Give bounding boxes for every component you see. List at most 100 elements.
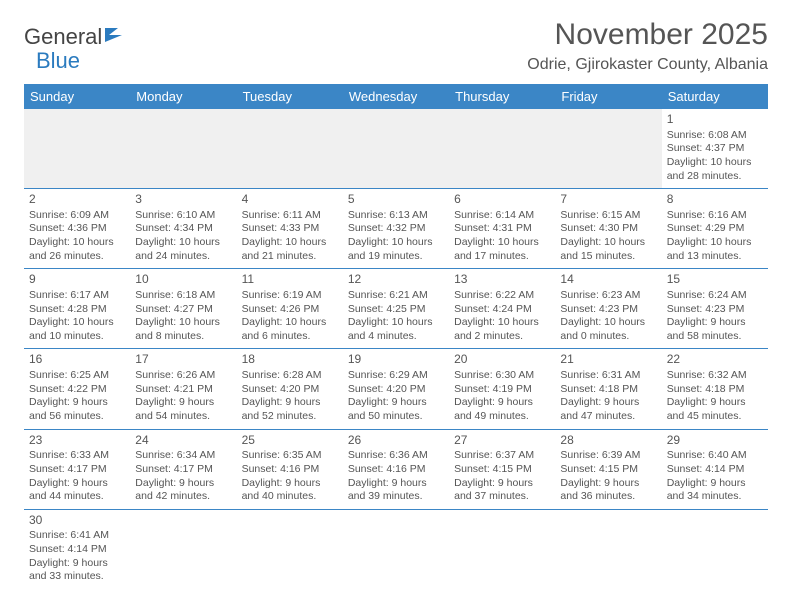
day-number: 14 [560, 272, 656, 288]
day-cell: 6Sunrise: 6:14 AMSunset: 4:31 PMDaylight… [449, 189, 555, 269]
daylight-text: Daylight: 9 hours and 39 minutes. [348, 477, 444, 504]
empty-cell [555, 509, 661, 589]
title-block: November 2025 Odrie, Gjirokaster County,… [527, 18, 768, 74]
day-number: 19 [348, 352, 444, 368]
sunset-text: Sunset: 4:15 PM [560, 463, 656, 477]
daylight-text: Daylight: 9 hours and 36 minutes. [560, 477, 656, 504]
sunrise-text: Sunrise: 6:14 AM [454, 209, 550, 223]
sunrise-text: Sunrise: 6:33 AM [29, 449, 125, 463]
day-cell: 29Sunrise: 6:40 AMSunset: 4:14 PMDayligh… [662, 429, 768, 509]
sunset-text: Sunset: 4:14 PM [667, 463, 763, 477]
day-number: 10 [135, 272, 231, 288]
sunrise-text: Sunrise: 6:31 AM [560, 369, 656, 383]
weekday-head: Monday [130, 84, 236, 109]
day-cell: 3Sunrise: 6:10 AMSunset: 4:34 PMDaylight… [130, 189, 236, 269]
daylight-text: Daylight: 9 hours and 34 minutes. [667, 477, 763, 504]
daylight-text: Daylight: 10 hours and 0 minutes. [560, 316, 656, 343]
empty-cell [24, 109, 130, 189]
daylight-text: Daylight: 10 hours and 2 minutes. [454, 316, 550, 343]
daylight-text: Daylight: 9 hours and 33 minutes. [29, 557, 125, 584]
day-cell: 16Sunrise: 6:25 AMSunset: 4:22 PMDayligh… [24, 349, 130, 429]
daylight-text: Daylight: 10 hours and 10 minutes. [29, 316, 125, 343]
daylight-text: Daylight: 9 hours and 50 minutes. [348, 396, 444, 423]
day-number: 12 [348, 272, 444, 288]
sunrise-text: Sunrise: 6:23 AM [560, 289, 656, 303]
day-cell: 22Sunrise: 6:32 AMSunset: 4:18 PMDayligh… [662, 349, 768, 429]
day-number: 3 [135, 192, 231, 208]
daylight-text: Daylight: 10 hours and 15 minutes. [560, 236, 656, 263]
sunrise-text: Sunrise: 6:10 AM [135, 209, 231, 223]
week-row: 1Sunrise: 6:08 AMSunset: 4:37 PMDaylight… [24, 109, 768, 189]
empty-cell [237, 509, 343, 589]
sunrise-text: Sunrise: 6:37 AM [454, 449, 550, 463]
day-cell: 7Sunrise: 6:15 AMSunset: 4:30 PMDaylight… [555, 189, 661, 269]
day-cell: 25Sunrise: 6:35 AMSunset: 4:16 PMDayligh… [237, 429, 343, 509]
sunset-text: Sunset: 4:20 PM [348, 383, 444, 397]
daylight-text: Daylight: 10 hours and 24 minutes. [135, 236, 231, 263]
sunset-text: Sunset: 4:31 PM [454, 222, 550, 236]
month-title: November 2025 [527, 18, 768, 52]
weekday-head: Tuesday [237, 84, 343, 109]
day-number: 22 [667, 352, 763, 368]
day-cell: 20Sunrise: 6:30 AMSunset: 4:19 PMDayligh… [449, 349, 555, 429]
daylight-text: Daylight: 9 hours and 42 minutes. [135, 477, 231, 504]
day-cell: 27Sunrise: 6:37 AMSunset: 4:15 PMDayligh… [449, 429, 555, 509]
day-cell: 15Sunrise: 6:24 AMSunset: 4:23 PMDayligh… [662, 269, 768, 349]
day-cell: 30Sunrise: 6:41 AMSunset: 4:14 PMDayligh… [24, 509, 130, 589]
day-number: 21 [560, 352, 656, 368]
sunset-text: Sunset: 4:30 PM [560, 222, 656, 236]
day-number: 2 [29, 192, 125, 208]
daylight-text: Daylight: 10 hours and 8 minutes. [135, 316, 231, 343]
empty-cell [662, 509, 768, 589]
weekday-head: Wednesday [343, 84, 449, 109]
day-cell: 8Sunrise: 6:16 AMSunset: 4:29 PMDaylight… [662, 189, 768, 269]
day-number: 26 [348, 433, 444, 449]
day-number: 1 [667, 112, 763, 128]
day-cell: 21Sunrise: 6:31 AMSunset: 4:18 PMDayligh… [555, 349, 661, 429]
daylight-text: Daylight: 9 hours and 56 minutes. [29, 396, 125, 423]
daylight-text: Daylight: 10 hours and 28 minutes. [667, 156, 763, 183]
day-cell: 24Sunrise: 6:34 AMSunset: 4:17 PMDayligh… [130, 429, 236, 509]
empty-cell [237, 109, 343, 189]
sunset-text: Sunset: 4:17 PM [135, 463, 231, 477]
empty-cell [449, 109, 555, 189]
daylight-text: Daylight: 9 hours and 58 minutes. [667, 316, 763, 343]
day-cell: 11Sunrise: 6:19 AMSunset: 4:26 PMDayligh… [237, 269, 343, 349]
sunrise-text: Sunrise: 6:34 AM [135, 449, 231, 463]
daylight-text: Daylight: 10 hours and 17 minutes. [454, 236, 550, 263]
sunrise-text: Sunrise: 6:19 AM [242, 289, 338, 303]
day-number: 27 [454, 433, 550, 449]
sunrise-text: Sunrise: 6:28 AM [242, 369, 338, 383]
day-number: 17 [135, 352, 231, 368]
sunset-text: Sunset: 4:16 PM [348, 463, 444, 477]
day-number: 11 [242, 272, 338, 288]
day-number: 5 [348, 192, 444, 208]
day-cell: 4Sunrise: 6:11 AMSunset: 4:33 PMDaylight… [237, 189, 343, 269]
sunset-text: Sunset: 4:14 PM [29, 543, 125, 557]
sunrise-text: Sunrise: 6:21 AM [348, 289, 444, 303]
day-cell: 1Sunrise: 6:08 AMSunset: 4:37 PMDaylight… [662, 109, 768, 189]
daylight-text: Daylight: 9 hours and 40 minutes. [242, 477, 338, 504]
day-cell: 23Sunrise: 6:33 AMSunset: 4:17 PMDayligh… [24, 429, 130, 509]
sunrise-text: Sunrise: 6:08 AM [667, 129, 763, 143]
sunset-text: Sunset: 4:27 PM [135, 303, 231, 317]
sunset-text: Sunset: 4:32 PM [348, 222, 444, 236]
weekday-header-row: Sunday Monday Tuesday Wednesday Thursday… [24, 84, 768, 109]
sunset-text: Sunset: 4:25 PM [348, 303, 444, 317]
sunset-text: Sunset: 4:15 PM [454, 463, 550, 477]
day-cell: 10Sunrise: 6:18 AMSunset: 4:27 PMDayligh… [130, 269, 236, 349]
logo-text-2: Blue [36, 48, 80, 74]
daylight-text: Daylight: 9 hours and 54 minutes. [135, 396, 231, 423]
sunset-text: Sunset: 4:22 PM [29, 383, 125, 397]
sunrise-text: Sunrise: 6:22 AM [454, 289, 550, 303]
sunrise-text: Sunrise: 6:18 AM [135, 289, 231, 303]
day-cell: 13Sunrise: 6:22 AMSunset: 4:24 PMDayligh… [449, 269, 555, 349]
day-cell: 28Sunrise: 6:39 AMSunset: 4:15 PMDayligh… [555, 429, 661, 509]
location: Odrie, Gjirokaster County, Albania [527, 56, 768, 74]
flag-icon [104, 24, 126, 50]
daylight-text: Daylight: 10 hours and 21 minutes. [242, 236, 338, 263]
day-number: 23 [29, 433, 125, 449]
week-row: 23Sunrise: 6:33 AMSunset: 4:17 PMDayligh… [24, 429, 768, 509]
day-cell: 17Sunrise: 6:26 AMSunset: 4:21 PMDayligh… [130, 349, 236, 429]
weekday-head: Sunday [24, 84, 130, 109]
